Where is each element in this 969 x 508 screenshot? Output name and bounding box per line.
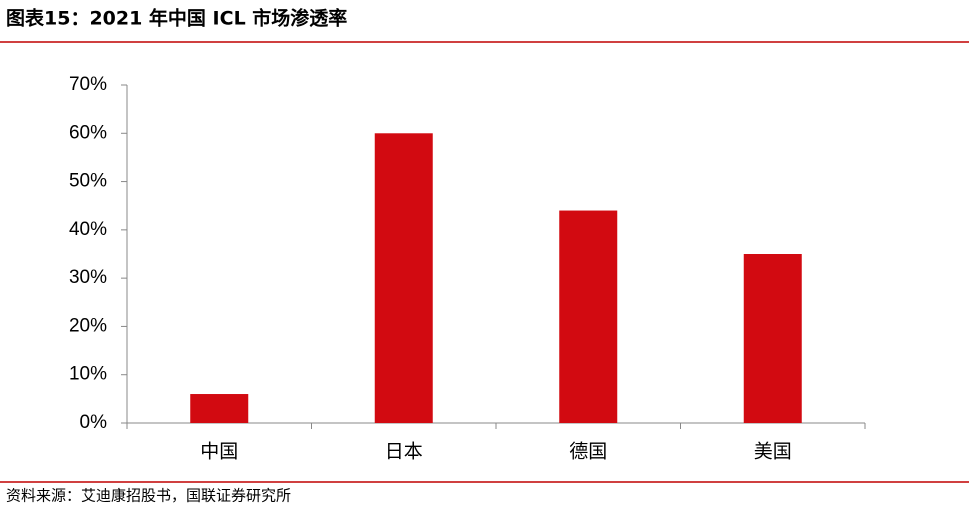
y-tick-label: 20% — [69, 315, 107, 336]
y-tick-label: 50% — [69, 171, 107, 192]
chart-title: 图表15：2021 年中国 ICL 市场渗透率 — [6, 7, 347, 30]
y-tick-label: 30% — [69, 267, 107, 288]
y-tick-label: 60% — [69, 122, 107, 143]
x-tick-label: 日本 — [385, 441, 423, 463]
x-tick-label: 美国 — [754, 441, 792, 463]
bar — [743, 254, 802, 423]
bar — [559, 210, 618, 423]
source-note: 资料来源：艾迪康招股书，国联证券研究所 — [6, 487, 291, 505]
y-tick-label: 10% — [69, 364, 107, 385]
bar — [190, 394, 249, 423]
y-tick-label: 40% — [69, 219, 107, 240]
x-tick-label: 中国 — [200, 441, 238, 463]
x-tick-label: 德国 — [569, 441, 607, 463]
y-tick-label: 0% — [80, 412, 108, 433]
bar — [374, 133, 433, 424]
y-tick-label: 70% — [69, 74, 107, 95]
